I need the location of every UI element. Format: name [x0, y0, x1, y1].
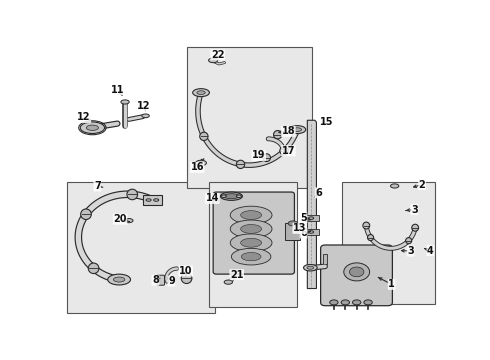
Text: 3: 3: [411, 204, 418, 215]
Ellipse shape: [200, 132, 208, 140]
Text: 6: 6: [316, 188, 322, 198]
Text: 18: 18: [282, 126, 295, 136]
FancyBboxPatch shape: [320, 245, 392, 306]
Ellipse shape: [197, 91, 205, 94]
Bar: [143, 195, 162, 205]
Ellipse shape: [303, 265, 317, 271]
Ellipse shape: [391, 184, 399, 188]
Ellipse shape: [412, 224, 418, 231]
Text: 15: 15: [320, 117, 334, 127]
Ellipse shape: [293, 128, 301, 131]
Ellipse shape: [230, 220, 272, 238]
Text: 5: 5: [300, 213, 307, 223]
Ellipse shape: [273, 131, 282, 139]
Bar: [67, 182, 215, 314]
Ellipse shape: [224, 194, 239, 199]
Ellipse shape: [193, 89, 209, 96]
Ellipse shape: [368, 234, 373, 240]
Ellipse shape: [114, 277, 125, 282]
Text: 7: 7: [94, 181, 101, 191]
Text: 19: 19: [252, 150, 266, 161]
Ellipse shape: [236, 160, 245, 168]
Ellipse shape: [127, 189, 138, 200]
Ellipse shape: [224, 280, 233, 284]
Ellipse shape: [88, 263, 99, 274]
Text: 20: 20: [113, 214, 127, 224]
Ellipse shape: [330, 300, 338, 305]
Bar: [322, 254, 327, 264]
Ellipse shape: [341, 300, 349, 305]
Bar: [187, 46, 312, 188]
Ellipse shape: [142, 114, 149, 118]
Ellipse shape: [241, 238, 262, 247]
Ellipse shape: [289, 126, 306, 134]
Text: 17: 17: [282, 146, 295, 156]
Text: 21: 21: [230, 270, 244, 280]
Bar: [342, 182, 435, 304]
Text: 12: 12: [77, 112, 91, 122]
Text: 8: 8: [152, 275, 159, 285]
Ellipse shape: [108, 274, 130, 285]
Ellipse shape: [349, 267, 364, 277]
Bar: [209, 182, 297, 306]
Ellipse shape: [352, 300, 361, 305]
Ellipse shape: [241, 225, 262, 233]
Ellipse shape: [154, 199, 159, 201]
Ellipse shape: [307, 266, 314, 269]
Bar: [305, 229, 318, 235]
Ellipse shape: [288, 221, 297, 226]
Text: 6: 6: [300, 228, 307, 238]
Ellipse shape: [309, 217, 314, 219]
Ellipse shape: [263, 154, 270, 162]
FancyBboxPatch shape: [157, 275, 165, 285]
Text: 2: 2: [418, 180, 425, 190]
Ellipse shape: [220, 192, 243, 201]
Ellipse shape: [124, 219, 133, 223]
Ellipse shape: [231, 248, 271, 265]
Bar: [305, 215, 318, 221]
Ellipse shape: [309, 231, 314, 233]
Text: 1: 1: [388, 279, 395, 289]
Ellipse shape: [364, 300, 372, 305]
Ellipse shape: [241, 252, 261, 261]
FancyBboxPatch shape: [213, 192, 294, 274]
Ellipse shape: [363, 222, 369, 229]
Ellipse shape: [181, 273, 192, 284]
Ellipse shape: [196, 160, 206, 166]
Text: 11: 11: [111, 85, 124, 95]
Ellipse shape: [81, 209, 91, 220]
Ellipse shape: [221, 195, 226, 198]
Polygon shape: [307, 120, 317, 288]
Ellipse shape: [280, 147, 288, 155]
Ellipse shape: [230, 234, 272, 252]
Ellipse shape: [146, 199, 151, 201]
Ellipse shape: [121, 100, 129, 104]
Ellipse shape: [86, 125, 98, 130]
Text: 4: 4: [427, 246, 434, 256]
Text: 3: 3: [407, 246, 414, 256]
Ellipse shape: [230, 206, 272, 224]
Text: 9: 9: [168, 276, 175, 286]
Bar: [285, 223, 300, 240]
Ellipse shape: [241, 211, 262, 220]
Text: 16: 16: [191, 162, 204, 172]
Text: 13: 13: [293, 223, 306, 233]
Text: 12: 12: [137, 102, 151, 111]
Ellipse shape: [344, 263, 369, 281]
Text: 10: 10: [179, 266, 193, 276]
Ellipse shape: [209, 58, 218, 63]
Ellipse shape: [237, 195, 242, 198]
Text: 22: 22: [211, 50, 224, 60]
Ellipse shape: [406, 238, 412, 244]
Text: 14: 14: [206, 193, 219, 203]
Ellipse shape: [80, 122, 104, 134]
